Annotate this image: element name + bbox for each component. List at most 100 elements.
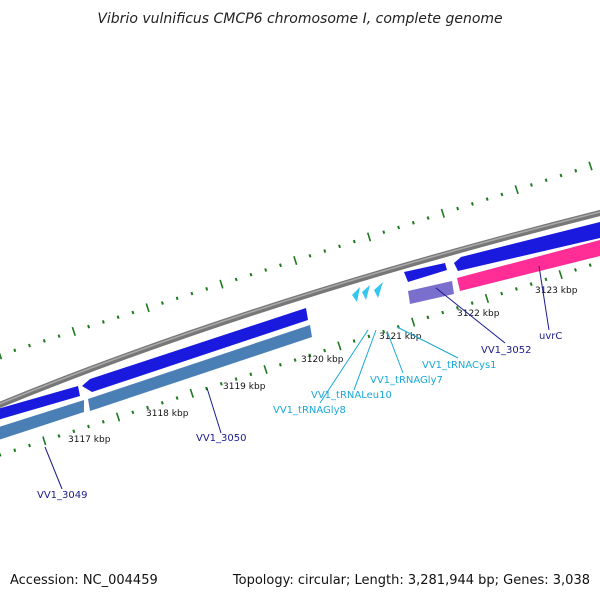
minor-tick (382, 230, 386, 235)
scale-labels: 3117 kbp 3118 kbp 3119 kbp 3120 kbp 3121… (68, 286, 578, 445)
forward-strand (0, 222, 600, 425)
leader-vv1-3050 (206, 387, 222, 434)
trna-arrow-3[interactable] (374, 282, 383, 298)
major-tick (42, 436, 47, 446)
gene-label-uvrc[interactable]: uvrC (539, 331, 562, 342)
minor-tick (530, 183, 533, 187)
minor-tick (397, 225, 401, 230)
minor-tick (190, 291, 194, 296)
cds-feature-small[interactable] (404, 263, 447, 282)
minor-tick (426, 216, 430, 220)
trna-features (352, 282, 383, 302)
gene-label-trnaleu10[interactable]: VV1_tRNALeu10 (311, 390, 392, 401)
minor-tick (574, 268, 577, 272)
minor-tick (293, 358, 297, 362)
gene-label-vv1-3050[interactable]: VV1_3050 (196, 433, 247, 444)
scale-label-3123: 3123 kbp (535, 286, 578, 296)
minor-tick (249, 372, 253, 377)
gene-feature-uvrc[interactable] (457, 240, 600, 291)
leader-trnaleu10 (353, 329, 377, 391)
minor-tick (249, 272, 253, 277)
minor-tick (146, 405, 149, 410)
minor-tick (500, 192, 504, 197)
minor-tick (544, 277, 548, 282)
minor-tick (308, 253, 312, 258)
minor-tick (57, 334, 61, 338)
gene-label-trnacys1[interactable]: VV1_tRNACys1 (422, 360, 497, 371)
cds-feature-vv1-3052[interactable] (454, 222, 600, 271)
gene-label-trnagly7[interactable]: VV1_tRNAGly7 (370, 375, 443, 386)
minor-tick (116, 315, 120, 320)
minor-tick (279, 263, 282, 268)
gene-label-vv1-3052[interactable]: VV1_3052 (481, 345, 532, 356)
minor-tick (559, 173, 563, 178)
minor-tick (219, 381, 223, 386)
minor-tick (352, 239, 356, 244)
cds-feature-vv1-3050[interactable] (82, 308, 308, 392)
scale-label-3118: 3118 kbp (146, 409, 189, 419)
minor-tick (308, 353, 312, 358)
scale-label-3121: 3121 kbp (379, 332, 422, 342)
gene-label-trnagly8[interactable]: VV1_tRNAGly8 (273, 405, 346, 416)
minor-tick (544, 178, 548, 183)
minor-tick (42, 338, 46, 343)
major-tick (71, 326, 76, 336)
minor-tick (441, 310, 445, 315)
minor-tick (574, 168, 578, 173)
gene-labels: VV1_3049 VV1_3050 VV1_tRNAGly8 VV1_tRNAL… (37, 331, 562, 501)
cds-feature-reverse-middle[interactable] (88, 325, 312, 411)
backbone-highlight (0, 211, 600, 405)
minor-tick (131, 310, 135, 315)
minor-tick (131, 410, 135, 415)
minor-tick (470, 301, 474, 305)
minor-tick (13, 448, 17, 453)
minor-tick (485, 197, 489, 201)
inner-tick-row (0, 263, 592, 457)
gene-label-vv1-3049[interactable]: VV1_3049 (37, 490, 88, 501)
trna-arrow-2[interactable] (362, 285, 370, 300)
cds-feature-vv1-3049-left[interactable] (0, 386, 80, 425)
misc-feature-purple[interactable] (408, 281, 454, 304)
minor-tick (205, 286, 209, 291)
minor-tick (72, 429, 76, 434)
leader-trnacys1 (396, 326, 459, 359)
leader-trnagly7 (386, 330, 404, 374)
leader-trnagly8 (319, 329, 369, 404)
minor-tick (382, 329, 386, 334)
minor-tick (367, 334, 371, 339)
minor-tick (101, 320, 105, 324)
major-tick (0, 352, 3, 360)
minor-tick (0, 453, 2, 457)
minor-tick (278, 363, 282, 367)
scale-label-3120: 3120 kbp (301, 355, 344, 365)
minor-tick (28, 443, 31, 448)
topology-text: Topology: circular; Length: 3,281,944 bp… (232, 573, 590, 588)
major-tick (145, 303, 150, 313)
minor-tick (175, 396, 179, 400)
minor-tick (87, 324, 91, 329)
scale-label-3122: 3122 kbp (457, 309, 500, 319)
minor-tick (588, 263, 592, 268)
minor-tick (323, 348, 327, 353)
label-leader-lines (44, 265, 550, 490)
major-tick (219, 279, 224, 289)
major-tick (440, 208, 445, 218)
major-tick (366, 232, 372, 242)
minor-tick (264, 268, 268, 272)
leader-vv1-3049 (44, 446, 63, 490)
minor-tick (175, 296, 179, 301)
cds-feature-reverse-left[interactable] (0, 400, 84, 446)
major-tick (411, 317, 416, 327)
major-tick (293, 255, 298, 266)
minor-tick (160, 400, 164, 405)
minor-tick (234, 377, 238, 381)
minor-tick (160, 301, 164, 305)
major-tick (514, 185, 519, 195)
minor-tick (28, 343, 31, 348)
major-tick (263, 365, 268, 375)
major-tick (115, 412, 121, 422)
minor-tick (338, 244, 341, 249)
trna-arrow-1[interactable] (352, 287, 360, 302)
minor-tick (500, 291, 504, 296)
